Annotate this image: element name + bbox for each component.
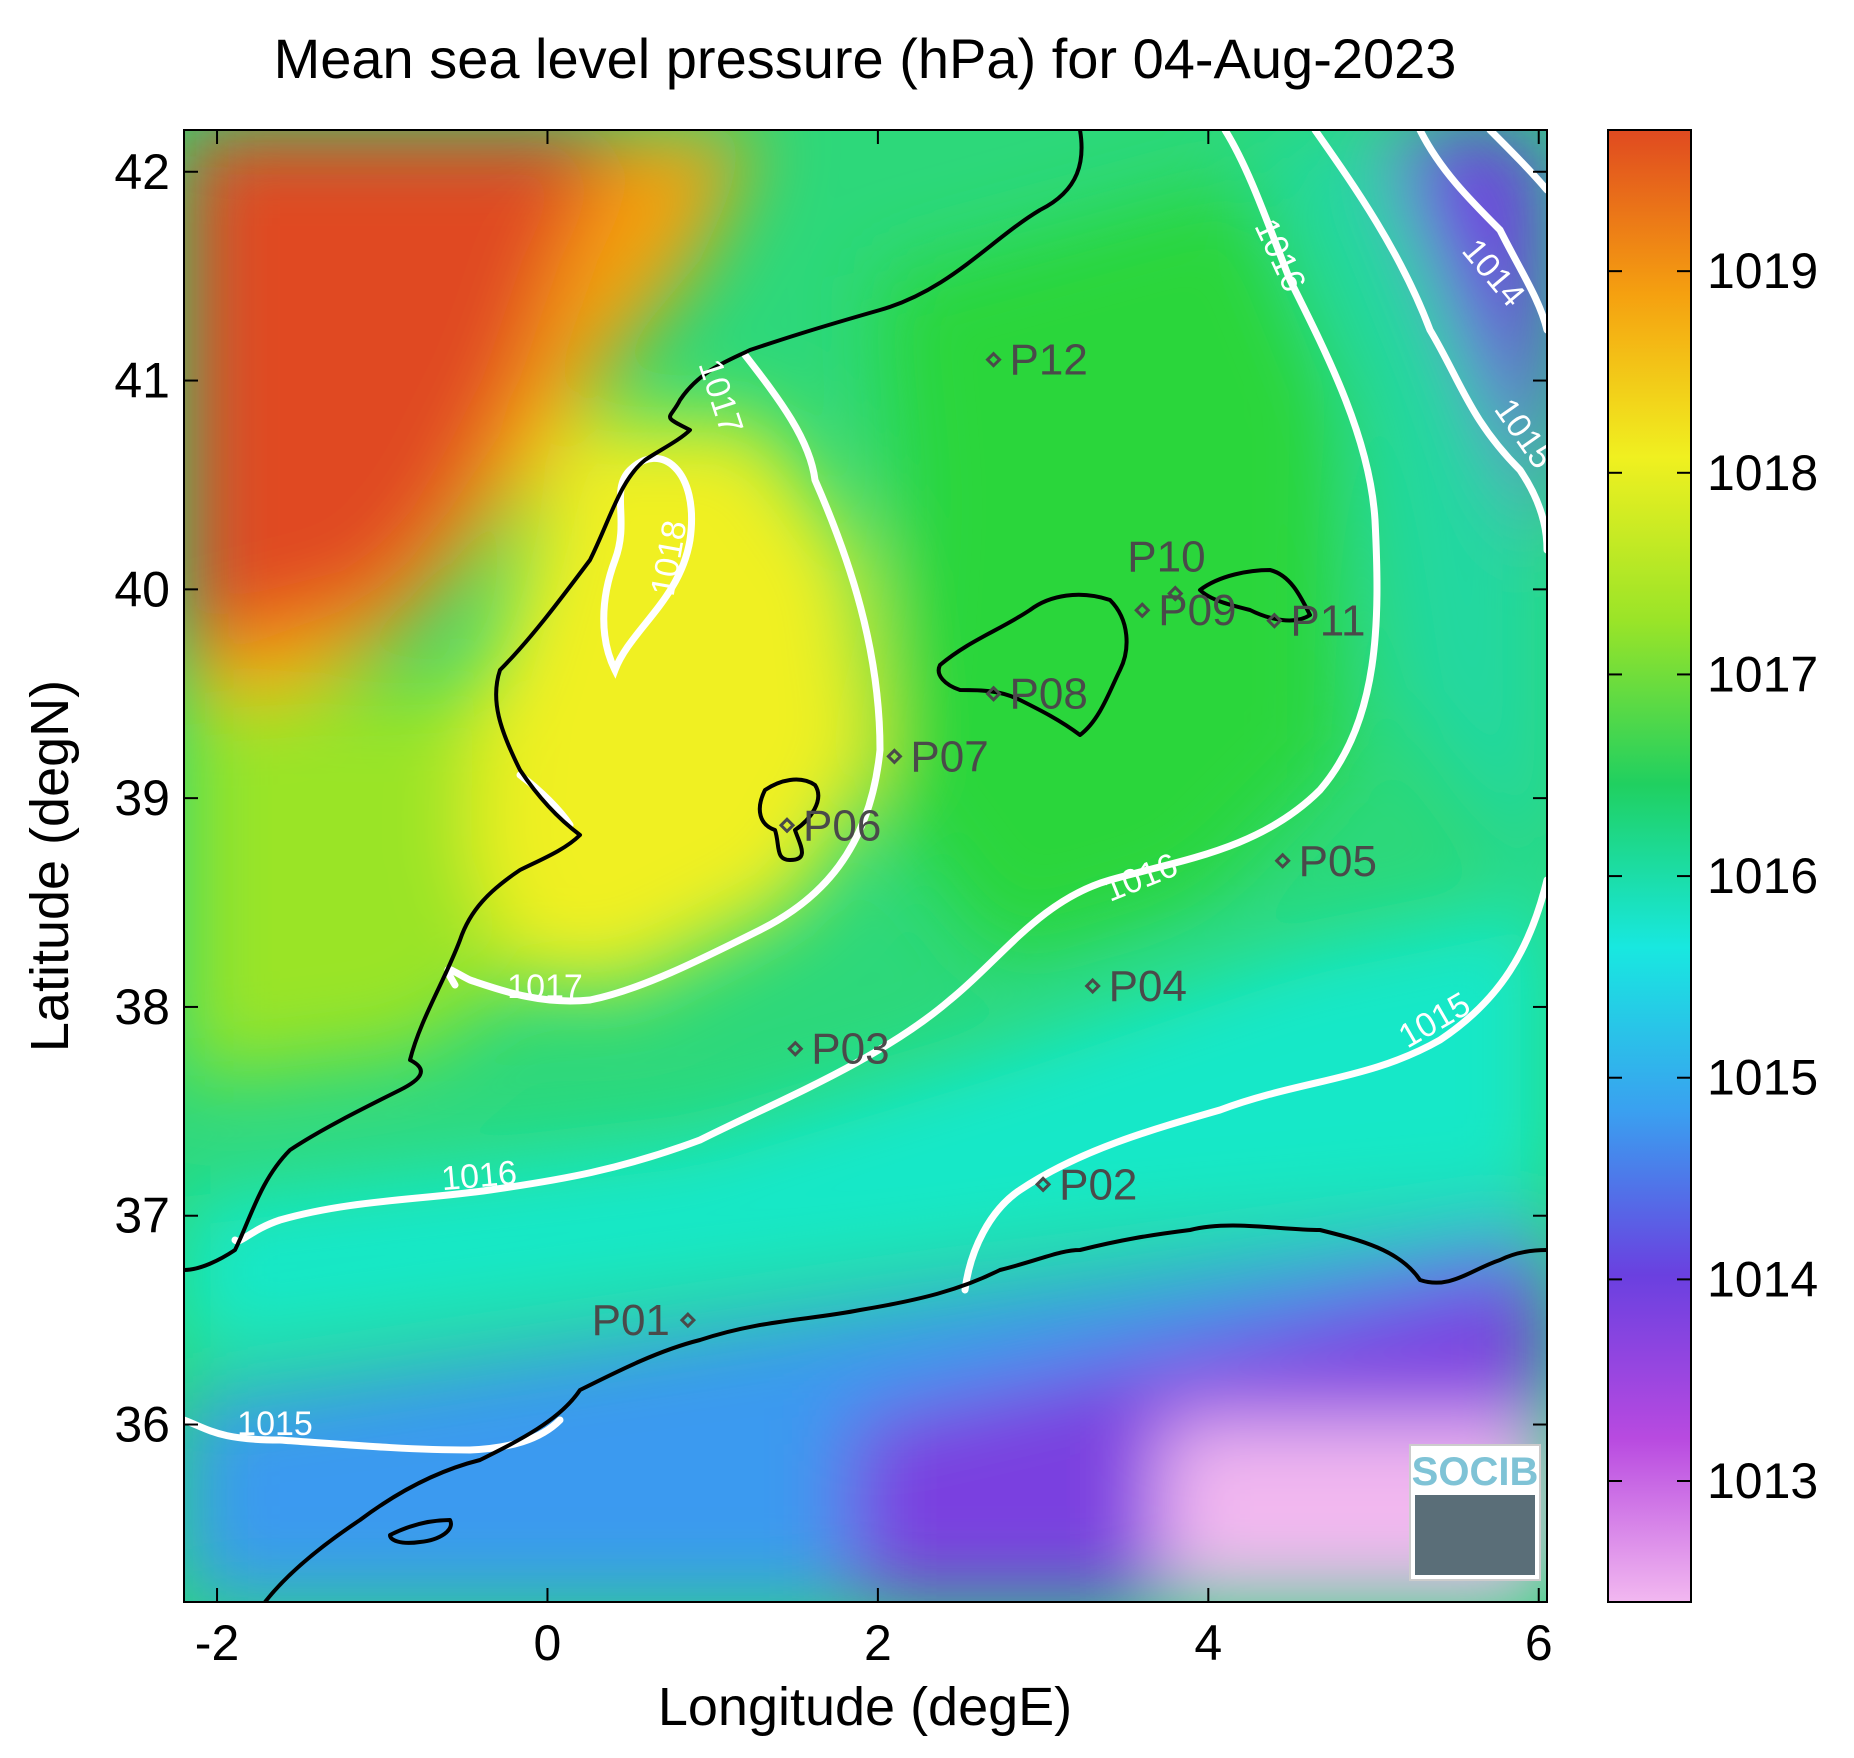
y-tick-label: 37 [114,1188,170,1244]
y-tick-label: 40 [114,561,170,617]
colorbar: 1019 1018 1017 1016 1015 1014 1013 [1607,129,1818,1603]
station-marker [1274,852,1291,869]
station-label: P04 [1109,962,1187,1011]
colorbar-tick-label: 1013 [1707,1453,1818,1509]
x-tick-label: 0 [534,1615,562,1671]
station-label: P03 [811,1025,889,1074]
isobar-1014-corner [1486,130,1547,194]
isobar-1017-north [444,351,884,1005]
coastline-alboran-island [388,1518,453,1545]
y-tick-label: 39 [114,770,170,826]
y-tick-label: 36 [114,1397,170,1453]
colorbar-tick-label: 1016 [1707,848,1818,904]
station-marker [1134,602,1151,619]
x-tick-label: 6 [1525,1615,1553,1671]
station-label: P05 [1299,837,1377,886]
socib-logo-text: SOCIB [1412,1450,1539,1494]
field-orange-band [184,130,760,700]
station-marker [787,1040,804,1057]
y-axis-label: Latitude (degN) [20,680,80,1052]
station-marker [1034,1176,1052,1193]
station-label: P01 [592,1296,670,1345]
x-axis-label: Longitude (degE) [658,1677,1072,1737]
station-label: P07 [910,732,988,781]
contour-label: 1015 [237,1405,313,1443]
y-tick-label: 42 [114,144,170,200]
x-axis: -2 0 2 4 6 [195,130,1553,1671]
colorbar-tick-label: 1018 [1707,445,1818,501]
field-yellowgreen [184,680,520,1080]
field-high-iberia [184,130,620,650]
colorbar-gradient [1607,129,1692,1603]
colorbar-ticks: 1019 1018 1017 1016 1015 1014 1013 [1608,243,1818,1509]
coastline-iberia [184,130,1084,1272]
socib-logo: SOCIB [1409,1444,1541,1581]
isobar-1018 [600,455,695,679]
station-marker [1167,585,1184,602]
x-tick-label: 4 [1194,1615,1222,1671]
station-marker [778,817,796,834]
field-green-center [880,180,1340,960]
field-cyan-south [184,900,1547,1360]
contour-label: 1016 [440,1154,519,1198]
isobar-1016-main [231,130,1381,1245]
station-label: P11 [1290,597,1365,646]
map-title: Mean sea level pressure (hPa) for 04-Aug… [274,27,1457,90]
pressure-field-shading [184,130,1547,1602]
x-tick-label: -2 [195,1615,239,1671]
isobar-1015-south [961,876,1547,1294]
isobar-1014 [1416,130,1547,334]
coastline-north-africa [263,1223,1547,1602]
station-label: P02 [1059,1160,1137,1209]
plot-area: SOCIB [184,130,1547,1602]
x-tick-label: 2 [864,1615,892,1671]
coastline-menorca [1198,568,1312,623]
y-tick-label: 38 [114,979,170,1035]
coastlines [184,130,1547,1602]
station-label: P10 [1127,533,1205,582]
station-label: P08 [1010,670,1088,719]
colorbar-tick-label: 1019 [1707,243,1818,299]
station-marker [1084,977,1101,995]
y-axis: 42 41 40 39 38 37 36 [114,144,1547,1453]
coastline-mallorca [936,592,1129,737]
coastline-ibiza [757,777,821,862]
contour-label: 1017 [507,968,583,1006]
colorbar-tick-label: 1015 [1707,1050,1818,1106]
station-label: P06 [803,801,881,850]
station-marker [1266,612,1283,629]
station-marker [985,351,1002,368]
y-tick-label: 41 [114,353,170,409]
station-marker [679,1312,697,1329]
isobar-contours [184,130,1547,1454]
station-marker [985,685,1002,702]
isobar-1015-east [1311,130,1547,554]
field-ne-cyan [1250,130,1547,900]
colorbar-tick-label: 1014 [1707,1251,1818,1307]
plot-frame [183,129,1548,1603]
station-label: P12 [1010,336,1088,385]
colorbar-tick-label: 1017 [1707,646,1818,702]
station-marker [886,748,903,765]
